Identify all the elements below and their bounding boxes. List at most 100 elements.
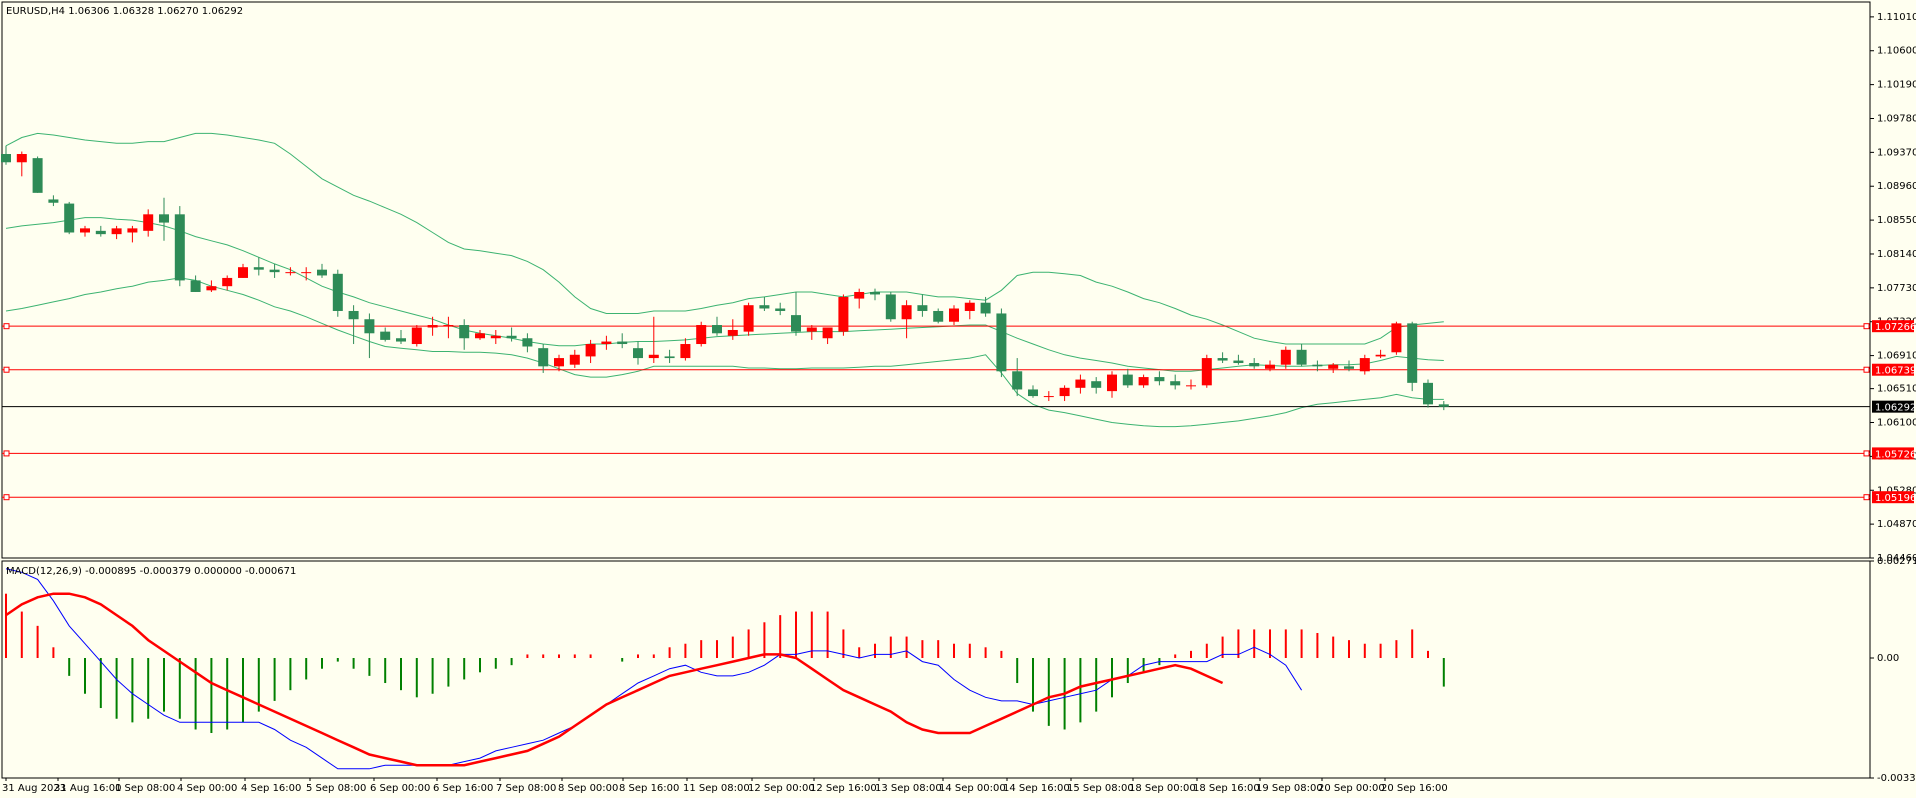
candle-body[interactable] bbox=[648, 354, 659, 359]
candle-body[interactable] bbox=[64, 203, 75, 233]
candle-body[interactable] bbox=[1107, 374, 1117, 392]
candle-body[interactable] bbox=[1, 154, 11, 163]
candle-body[interactable] bbox=[301, 272, 312, 274]
candle-body[interactable] bbox=[80, 228, 90, 233]
level-anchor-handle[interactable] bbox=[1863, 494, 1870, 501]
candle-body[interactable] bbox=[1296, 349, 1307, 365]
candle-body[interactable] bbox=[601, 341, 612, 345]
candle-body[interactable] bbox=[1217, 358, 1228, 361]
candle-body[interactable] bbox=[1170, 381, 1181, 386]
candle-body[interactable] bbox=[680, 344, 691, 359]
candle-body[interactable] bbox=[190, 280, 201, 292]
candle-body[interactable] bbox=[901, 305, 912, 320]
candle-body[interactable] bbox=[806, 327, 817, 332]
candle-body[interactable] bbox=[791, 315, 801, 332]
candle-body[interactable] bbox=[253, 267, 264, 270]
level-anchor-handle[interactable] bbox=[1863, 323, 1870, 330]
candle-body[interactable] bbox=[396, 338, 406, 342]
candle-body[interactable] bbox=[538, 348, 549, 367]
candle-body[interactable] bbox=[664, 356, 675, 359]
candle-body[interactable] bbox=[285, 272, 296, 274]
candle-body[interactable] bbox=[490, 335, 501, 339]
candle-body[interactable] bbox=[332, 273, 343, 311]
candle-body[interactable] bbox=[822, 327, 833, 339]
candle-body[interactable] bbox=[364, 319, 375, 334]
candle-body[interactable] bbox=[1280, 349, 1291, 365]
level-anchor-handle[interactable] bbox=[3, 450, 10, 457]
candle-body[interactable] bbox=[585, 344, 596, 357]
candle-body[interactable] bbox=[759, 305, 770, 309]
candle-body[interactable] bbox=[1012, 371, 1023, 390]
candle-body[interactable] bbox=[459, 325, 470, 339]
candle-body[interactable] bbox=[617, 341, 628, 345]
candle-body[interactable] bbox=[380, 331, 391, 340]
candle-body[interactable] bbox=[159, 214, 169, 223]
candle-body[interactable] bbox=[1249, 363, 1260, 367]
candle-body[interactable] bbox=[174, 214, 185, 281]
candle-body[interactable] bbox=[1391, 323, 1402, 353]
candle-body[interactable] bbox=[1423, 382, 1433, 405]
candle-body[interactable] bbox=[1312, 364, 1323, 367]
candle-body[interactable] bbox=[317, 269, 327, 276]
candle-body[interactable] bbox=[143, 214, 154, 231]
candle-body[interactable] bbox=[1328, 364, 1339, 369]
candle-body[interactable] bbox=[838, 296, 849, 332]
candle-body[interactable] bbox=[1028, 389, 1038, 397]
level-anchor-handle[interactable] bbox=[3, 366, 10, 373]
candle-body[interactable] bbox=[1233, 360, 1244, 364]
candle-body[interactable] bbox=[411, 327, 422, 345]
candle-body[interactable] bbox=[1201, 358, 1212, 386]
candle-body[interactable] bbox=[712, 325, 722, 334]
candle-body[interactable] bbox=[1091, 381, 1102, 388]
candle-body[interactable] bbox=[222, 277, 233, 287]
level-anchor-handle[interactable] bbox=[3, 494, 10, 501]
candle-body[interactable] bbox=[48, 199, 59, 203]
candle-body[interactable] bbox=[1043, 396, 1054, 398]
level-anchor-handle[interactable] bbox=[1863, 366, 1870, 373]
candle-body[interactable] bbox=[1059, 387, 1070, 397]
candle-body[interactable] bbox=[127, 228, 138, 233]
candle-body[interactable] bbox=[727, 329, 738, 336]
candle-body[interactable] bbox=[269, 269, 280, 273]
candle-body[interactable] bbox=[633, 348, 643, 359]
candle-body[interactable] bbox=[443, 325, 454, 327]
candle-body[interactable] bbox=[885, 294, 896, 320]
level-anchor-handle[interactable] bbox=[3, 323, 10, 330]
candle-body[interactable] bbox=[949, 308, 959, 322]
candle-body[interactable] bbox=[1407, 323, 1418, 383]
candle-body[interactable] bbox=[980, 302, 991, 314]
candle-body[interactable] bbox=[206, 286, 217, 291]
candle-body[interactable] bbox=[917, 305, 928, 311]
candle-body[interactable] bbox=[1265, 364, 1275, 369]
candle-body[interactable] bbox=[506, 335, 517, 339]
level-anchor-handle[interactable] bbox=[1863, 450, 1870, 457]
candle-body[interactable] bbox=[32, 158, 43, 193]
candle-body[interactable] bbox=[854, 291, 865, 299]
candle-body[interactable] bbox=[696, 325, 707, 345]
candle-body[interactable] bbox=[1438, 404, 1449, 407]
candle-body[interactable] bbox=[554, 358, 564, 367]
candle-body[interactable] bbox=[964, 302, 975, 311]
candle-body[interactable] bbox=[427, 325, 438, 328]
candle-body[interactable] bbox=[1359, 358, 1370, 372]
candle-body[interactable] bbox=[1344, 366, 1354, 369]
candle-body[interactable] bbox=[996, 313, 1007, 372]
candle-body[interactable] bbox=[16, 154, 27, 163]
candle-body[interactable] bbox=[870, 291, 880, 295]
candle-body[interactable] bbox=[1122, 374, 1133, 386]
candle-body[interactable] bbox=[1375, 354, 1386, 357]
candle-body[interactable] bbox=[95, 230, 106, 235]
candle-body[interactable] bbox=[1138, 377, 1149, 386]
candle-body[interactable] bbox=[569, 354, 580, 365]
candle-body[interactable] bbox=[933, 310, 944, 322]
candle-body[interactable] bbox=[1154, 377, 1165, 382]
candle-body[interactable] bbox=[111, 228, 122, 235]
candle-body[interactable] bbox=[348, 310, 359, 320]
candle-body[interactable] bbox=[1186, 385, 1196, 387]
candle-body[interactable] bbox=[775, 308, 786, 311]
candle-body[interactable] bbox=[522, 338, 533, 347]
candle-body[interactable] bbox=[743, 305, 754, 332]
candle-body[interactable] bbox=[238, 267, 248, 278]
candle-body[interactable] bbox=[1075, 379, 1086, 388]
